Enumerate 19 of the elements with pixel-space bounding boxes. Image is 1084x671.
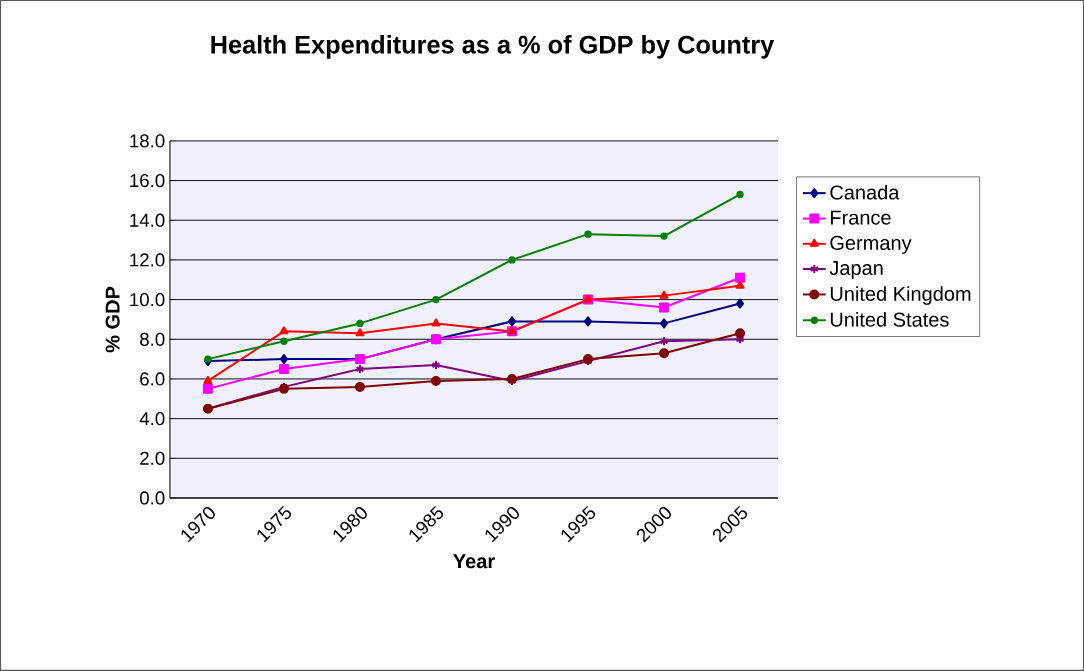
legend-label: France [830,210,891,225]
y-tick-label: 8.0 [140,332,165,346]
y-tick-label: 16.0 [130,173,165,188]
y-tick-label: 12.0 [130,253,165,267]
legend-label: Canada [830,184,900,200]
y-tick-label: 18.0 [130,134,165,148]
y-tick-label: 4.0 [139,412,165,426]
x-axis-title: Year [453,554,495,569]
y-tick-label: 14.0 [130,213,165,227]
y-tick-label: 10.0 [130,293,165,307]
y-tick-label: 2.0 [140,451,165,465]
legend-label: United Kingdom [830,286,971,305]
chart-title: Health Expenditures as a % of GDP by Country [211,35,775,59]
y-tick-label: 6.0 [140,372,165,386]
y-axis-title: % GDP [105,286,120,353]
legend-label: United States [830,312,949,327]
y-tick-label: 0.0 [139,491,165,505]
legend-label: Germany [830,235,912,254]
legend-label: Japan [829,261,883,280]
